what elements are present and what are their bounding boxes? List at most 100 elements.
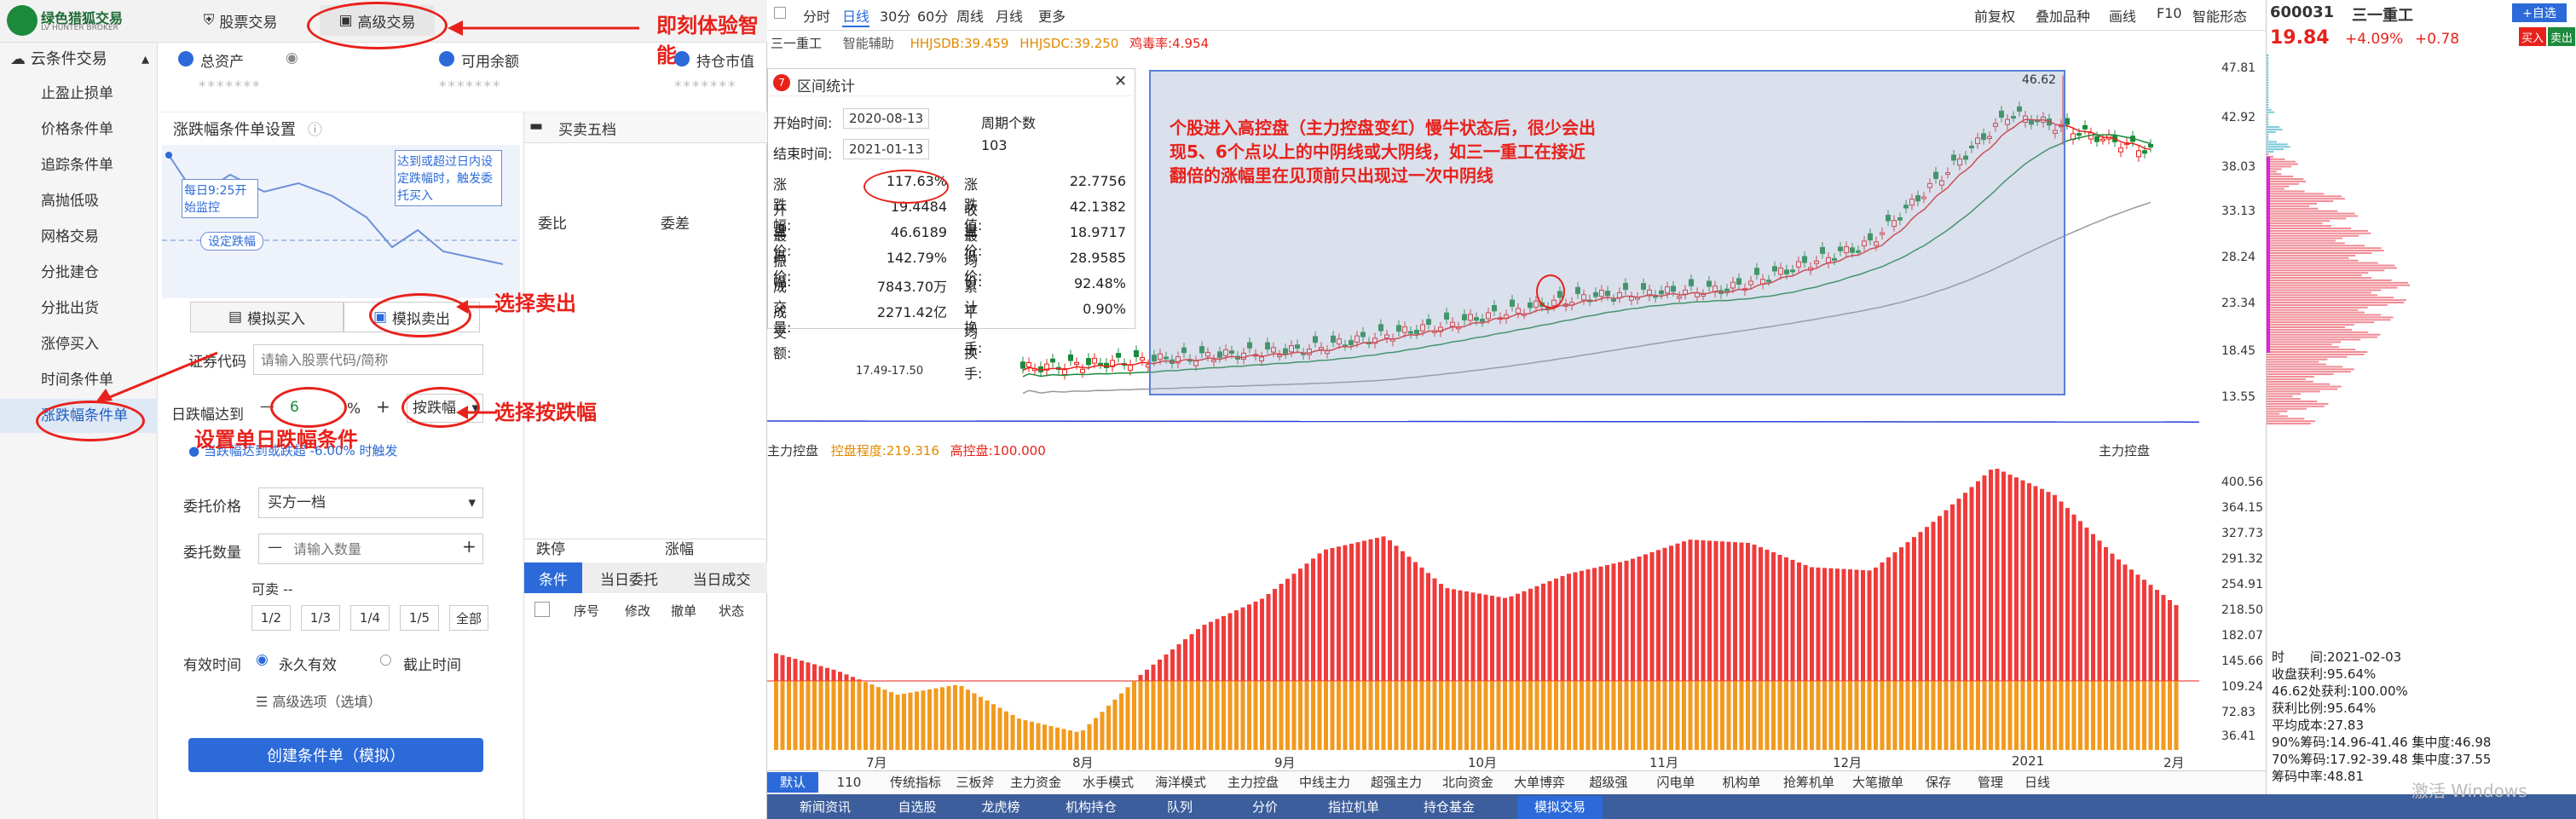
sidebar-item-swing[interactable]: 高抛低吸 <box>41 193 99 210</box>
doc-icon: ▤ <box>228 309 243 326</box>
checkbox[interactable] <box>774 7 786 19</box>
indicator-tab[interactable]: 水手模式 <box>1082 775 1134 790</box>
tab-stock-trade[interactable]: ⛨ 股票交易 <box>203 12 278 32</box>
indicator-tab[interactable]: 机构单 <box>1722 775 1761 790</box>
sidebar-title[interactable]: ☁ 云条件交易 ▴ <box>0 43 158 77</box>
sidebar-item-grid[interactable]: 网格交易 <box>41 228 99 245</box>
control-bar-high <box>1713 540 1718 682</box>
qty-stepper[interactable]: — + <box>258 534 483 564</box>
sell-button[interactable]: 卖出 <box>2548 27 2575 46</box>
fraction-button[interactable]: 1/2 <box>251 605 291 631</box>
sidebar-item-trail[interactable]: 追踪条件单 <box>41 157 113 174</box>
indicator-tab[interactable]: 闪电单 <box>1656 775 1695 790</box>
fraction-button[interactable]: 1/5 <box>400 605 439 631</box>
indicator-tab[interactable]: 三板斧 <box>956 775 995 790</box>
tab-today-orders[interactable]: 当日委托 <box>582 562 676 593</box>
collapse-icon[interactable]: ▬ <box>529 118 544 135</box>
period-tab[interactable]: 月线 <box>996 9 1024 25</box>
annotation-fall: 选择按跌幅 <box>494 401 597 424</box>
sidebar-item-limit-up[interactable]: 涨停买入 <box>41 336 99 353</box>
period-tab[interactable]: 60分 <box>917 9 949 25</box>
control-bar <box>1368 681 1373 750</box>
period-tab[interactable]: 30分 <box>880 9 911 25</box>
period-tab[interactable]: 分时 <box>803 9 831 25</box>
kline-chart[interactable] <box>767 55 2216 430</box>
minus-button[interactable]: — <box>268 539 282 556</box>
nav-tab[interactable]: 自选股 <box>898 799 937 815</box>
control-chart[interactable] <box>767 460 2216 750</box>
add-watch-button[interactable]: +自选 <box>2512 3 2567 22</box>
price-select[interactable]: 买方一档 ▾ <box>258 487 483 518</box>
nav-tab[interactable]: 持仓基金 <box>1423 799 1475 815</box>
nav-tab[interactable]: 指拉机单 <box>1327 799 1379 815</box>
overlay-menu[interactable]: 叠加品种 <box>2036 9 2091 25</box>
draw-button[interactable]: 画线 <box>2109 9 2137 25</box>
annotation-ellipse <box>270 387 347 428</box>
control-bar-high <box>1918 532 1923 682</box>
indicator-tab[interactable]: 主力资金 <box>1009 775 1061 790</box>
nav-tab[interactable]: 机构持仓 <box>1065 799 1117 815</box>
select-all-checkbox[interactable] <box>534 602 550 617</box>
sidebar-item-price[interactable]: 价格条件单 <box>41 121 113 138</box>
fraction-button[interactable]: 1/3 <box>301 605 340 631</box>
radio-permanent[interactable]: ◉ <box>256 651 269 668</box>
smart-pattern-button[interactable]: 智能形态 <box>2192 9 2248 25</box>
f10-button[interactable]: F10 <box>2157 5 2182 21</box>
control-bar <box>1048 725 1054 750</box>
sidebar-item-batch-buy[interactable]: 分批建仓 <box>41 264 99 281</box>
indicator-tab[interactable]: 110 <box>836 775 862 790</box>
indicator-tab[interactable]: 抢筹机单 <box>1782 775 1834 790</box>
indicator-tab[interactable]: 超强主力 <box>1370 775 1422 790</box>
indicator-tab[interactable]: 主力控盘 <box>1227 775 1279 790</box>
indicator-tab[interactable]: 大单博弈 <box>1513 775 1565 790</box>
control-bar <box>2148 681 2153 750</box>
plus-button[interactable]: + <box>376 396 390 417</box>
sidebar-item-batch-sell[interactable]: 分批出货 <box>41 300 99 317</box>
control-bar <box>2059 681 2064 750</box>
indicator-tab[interactable]: 日线 <box>2024 775 2050 790</box>
control-bar <box>959 685 964 750</box>
chip-bar <box>2267 130 2277 133</box>
nav-tab[interactable]: 模拟交易 <box>1517 796 1603 819</box>
tab-conditions[interactable]: 条件 <box>524 562 582 593</box>
tab-today-deals[interactable]: 当日成交 <box>676 562 767 593</box>
start-date[interactable]: 2020-08-13 <box>843 108 930 129</box>
close-icon[interactable]: ✕ <box>1114 72 1128 90</box>
indicator-tab[interactable]: 默认 <box>767 772 818 793</box>
range-selection[interactable] <box>1149 70 2065 395</box>
eye-icon[interactable]: ◉ <box>286 49 298 66</box>
nav-tab[interactable]: 队列 <box>1166 799 1193 815</box>
control-bar <box>2020 681 2025 750</box>
indicator-tab[interactable]: 保存 <box>1925 775 1951 790</box>
buy-button[interactable]: 买入 <box>2519 27 2546 46</box>
qty-input[interactable] <box>293 538 447 560</box>
indicator-tab[interactable]: 管理 <box>1977 775 2003 790</box>
sidebar-item-stop[interactable]: 止盈止损单 <box>41 85 113 102</box>
indicator-tab[interactable]: 传统指标 <box>889 775 941 790</box>
nav-tab[interactable]: 龙虎榜 <box>981 799 1020 815</box>
period-tab[interactable]: 周线 <box>956 9 985 25</box>
plus-button[interactable]: + <box>462 536 477 557</box>
indicator-tab[interactable]: 海洋模式 <box>1154 775 1206 790</box>
nav-tab[interactable]: 分价 <box>1251 799 1278 815</box>
help-icon[interactable]: ⓘ <box>308 122 322 139</box>
code-input[interactable] <box>253 344 483 375</box>
all-button[interactable]: 全部 <box>449 605 488 631</box>
end-date[interactable]: 2021-01-13 <box>843 139 930 159</box>
annotation-ellipse <box>369 293 471 337</box>
period-tab-active[interactable]: 日线 <box>842 5 870 27</box>
more-menu[interactable]: 更多 <box>1038 9 1066 25</box>
indicator-tab[interactable]: 中线主力 <box>1298 775 1350 790</box>
radio-deadline[interactable]: ○ <box>379 651 392 668</box>
control-bar <box>2053 681 2057 750</box>
indicator-tab[interactable]: 超级强 <box>1589 775 1628 790</box>
indicator-tab[interactable]: 大笔撤单 <box>1851 775 1903 790</box>
sim-buy-tab[interactable]: ▤ 模拟买入 <box>190 302 344 332</box>
create-button[interactable]: 创建条件单（模拟） <box>188 738 483 772</box>
indicator-tab[interactable]: 北向资金 <box>1441 775 1493 790</box>
nav-tab[interactable]: 新闻资讯 <box>799 799 851 815</box>
sidebar-item-time[interactable]: 时间条件单 <box>41 372 113 389</box>
fraction-button[interactable]: 1/4 <box>350 605 390 631</box>
advanced-options[interactable]: ☰ 高级选项（选填） <box>256 694 382 710</box>
adjust-menu[interactable]: 前复权 <box>1974 9 2016 25</box>
